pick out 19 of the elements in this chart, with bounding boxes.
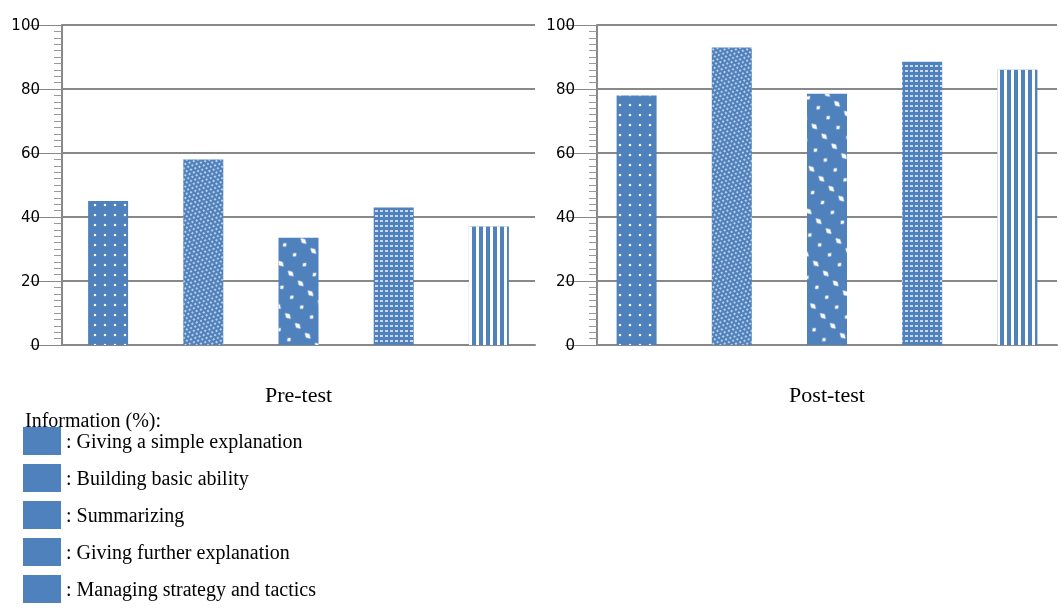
legend-title: Information (%): <box>25 409 162 432</box>
y-tick-label: 60 <box>555 144 575 162</box>
x-axis-title: Pre-test <box>264 381 333 407</box>
y-tick-label: 100 <box>11 16 40 34</box>
y-tick-label: 0 <box>565 336 575 354</box>
y-tick-label: 40 <box>555 208 575 226</box>
x-axis-title: Post-test <box>789 381 865 407</box>
y-tick-label: 20 <box>555 272 575 290</box>
legend-label: : Giving further explanation <box>66 541 290 564</box>
y-tick-label: 60 <box>20 144 40 162</box>
y-tick-label: 100 <box>546 16 575 34</box>
y-tick-label: 40 <box>20 208 40 226</box>
y-tick-label: 0 <box>30 336 40 354</box>
legend-label: : Summarizing <box>66 504 185 527</box>
y-tick-label: 80 <box>555 80 575 98</box>
legend-label: : Building basic ability <box>66 467 249 490</box>
y-tick-label: 20 <box>20 272 40 290</box>
legend-label: : Managing strategy and tactics <box>66 578 317 601</box>
y-tick-label: 80 <box>20 80 40 98</box>
